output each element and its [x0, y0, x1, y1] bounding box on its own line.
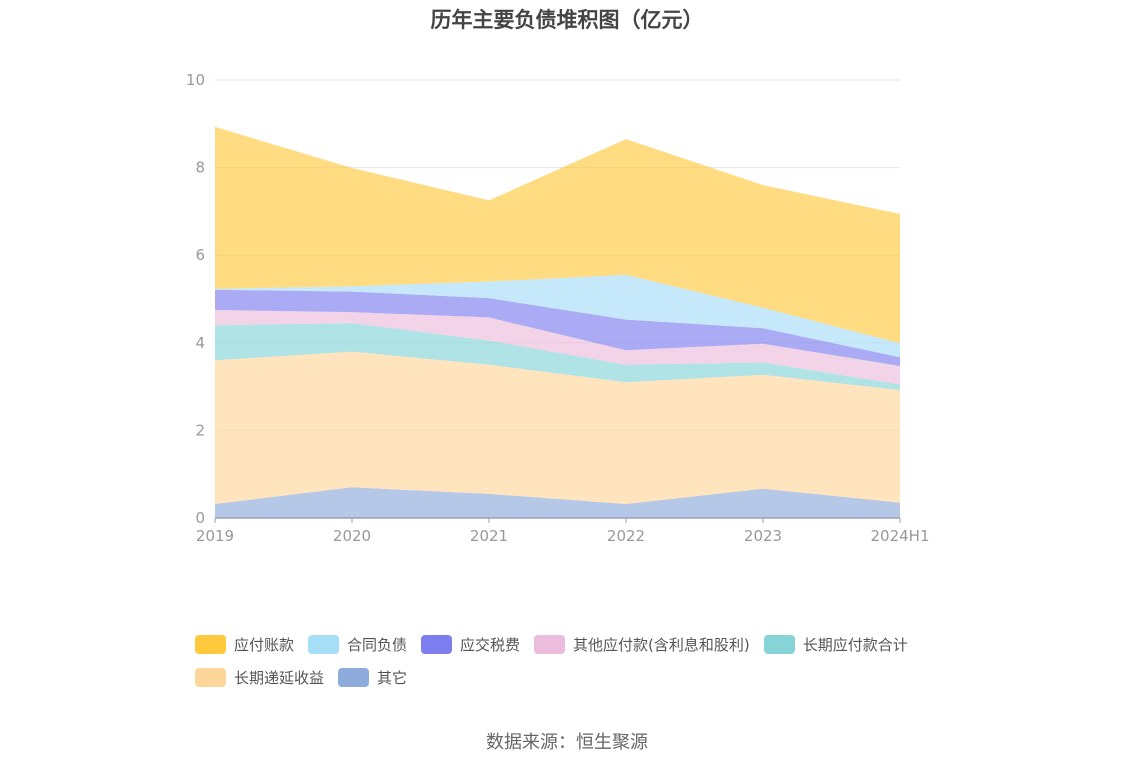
legend-item-long-term-payables[interactable]: 长期应付款合计: [763, 634, 908, 655]
x-tick-label: 2019: [196, 527, 234, 545]
x-tick-label: 2023: [744, 527, 782, 545]
y-tick-label: 10: [186, 71, 205, 89]
y-tick-label: 4: [195, 334, 205, 352]
y-tick-label: 2: [195, 421, 205, 439]
legend: 应付账款 合同负债 应交税费 其他应付款(含利息和股利) 长期应付款合计 长期递…: [195, 631, 995, 697]
area-series: [215, 126, 900, 518]
legend-label: 应交税费: [460, 635, 521, 654]
area-其它: [215, 487, 900, 518]
legend-label: 合同负债: [347, 635, 408, 654]
axes: 0 2 4 6 8 10 2019 2020 2021 2022 2023 2024H1: [186, 71, 930, 545]
area-应交税费: [215, 289, 900, 366]
legend-swatch: [195, 634, 226, 654]
legend-label: 其他应付款(含利息和股利): [573, 635, 750, 654]
y-tick-label: 6: [195, 246, 205, 264]
legend-label: 应付账款: [234, 635, 295, 654]
legend-item-contract-liabilities[interactable]: 合同负债: [308, 634, 407, 655]
area-其他应付款(含利息和股利): [215, 310, 900, 385]
area-长期递延收益: [215, 351, 900, 504]
legend-label: 其它: [377, 668, 408, 687]
legend-row-1: 应付账款 合同负债 应交税费 其他应付款(含利息和股利) 长期应付款合计: [195, 631, 995, 657]
legend-label: 长期递延收益: [234, 668, 325, 687]
legend-item-other-payables[interactable]: 其他应付款(含利息和股利): [534, 634, 750, 655]
stacked-area-chart: 0 2 4 6 8 10 2019 2020 2021 2022 2023 2024H1: [186, 71, 930, 545]
x-tick-label: 2024H1: [871, 527, 930, 545]
legend-item-taxes-payable[interactable]: 应交税费: [421, 634, 520, 655]
legend-item-accounts-payable[interactable]: 应付账款: [195, 634, 294, 655]
y-tick-label: 0: [195, 509, 205, 527]
legend-swatch: [308, 634, 340, 654]
area-长期应付款合计: [215, 323, 900, 391]
chart-title: 历年主要负债堆积图（亿元）: [430, 8, 704, 32]
legend-swatch: [338, 667, 370, 687]
legend-row-2: 长期递延收益 其它: [195, 664, 995, 690]
legend-item-other[interactable]: 其它: [338, 667, 407, 688]
legend-label: 长期应付款合计: [802, 635, 908, 654]
legend-item-deferred-income[interactable]: 长期递延收益: [195, 667, 324, 688]
legend-swatch: [763, 634, 795, 654]
legend-swatch: [534, 634, 566, 654]
x-tick-label: 2021: [470, 527, 508, 545]
x-tick-label: 2022: [607, 527, 645, 545]
legend-swatch: [195, 667, 226, 687]
x-tick-label: 2020: [333, 527, 371, 545]
data-source: 数据来源：恒生聚源: [486, 732, 648, 753]
area-合同负债: [215, 274, 900, 358]
area-应付账款: [215, 126, 900, 344]
y-tick-label: 8: [195, 159, 205, 177]
legend-swatch: [421, 634, 453, 654]
